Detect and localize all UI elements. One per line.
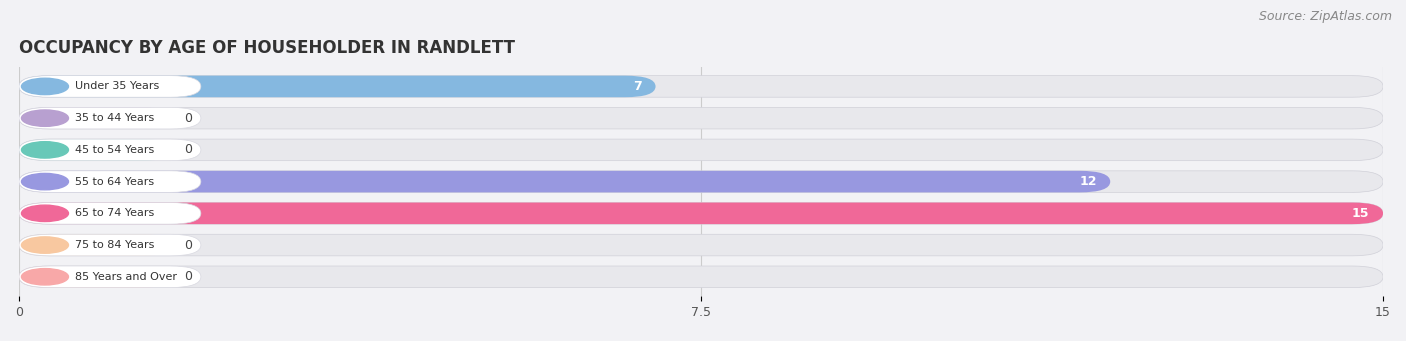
FancyBboxPatch shape bbox=[20, 266, 1384, 287]
Text: 0: 0 bbox=[184, 143, 193, 157]
FancyBboxPatch shape bbox=[20, 139, 173, 161]
FancyBboxPatch shape bbox=[20, 234, 1384, 256]
FancyBboxPatch shape bbox=[20, 171, 1111, 192]
FancyBboxPatch shape bbox=[20, 107, 201, 129]
FancyBboxPatch shape bbox=[20, 203, 201, 224]
FancyBboxPatch shape bbox=[20, 203, 1384, 224]
Text: 65 to 74 Years: 65 to 74 Years bbox=[76, 208, 155, 218]
Text: Under 35 Years: Under 35 Years bbox=[76, 81, 160, 91]
Circle shape bbox=[21, 205, 69, 222]
Circle shape bbox=[21, 78, 69, 94]
Circle shape bbox=[21, 237, 69, 253]
FancyBboxPatch shape bbox=[20, 266, 173, 287]
Text: 55 to 64 Years: 55 to 64 Years bbox=[76, 177, 155, 187]
Text: 85 Years and Over: 85 Years and Over bbox=[76, 272, 177, 282]
FancyBboxPatch shape bbox=[20, 107, 1384, 129]
Text: 0: 0 bbox=[184, 239, 193, 252]
Text: 45 to 54 Years: 45 to 54 Years bbox=[76, 145, 155, 155]
Circle shape bbox=[21, 269, 69, 285]
FancyBboxPatch shape bbox=[20, 203, 1384, 224]
Circle shape bbox=[21, 142, 69, 158]
Text: Source: ZipAtlas.com: Source: ZipAtlas.com bbox=[1258, 10, 1392, 23]
FancyBboxPatch shape bbox=[20, 76, 1384, 97]
Circle shape bbox=[21, 110, 69, 127]
FancyBboxPatch shape bbox=[20, 76, 201, 97]
Text: 7: 7 bbox=[633, 80, 643, 93]
Text: 75 to 84 Years: 75 to 84 Years bbox=[76, 240, 155, 250]
Text: OCCUPANCY BY AGE OF HOUSEHOLDER IN RANDLETT: OCCUPANCY BY AGE OF HOUSEHOLDER IN RANDL… bbox=[20, 39, 515, 57]
FancyBboxPatch shape bbox=[20, 139, 1384, 161]
FancyBboxPatch shape bbox=[20, 107, 173, 129]
FancyBboxPatch shape bbox=[20, 234, 173, 256]
Text: 0: 0 bbox=[184, 112, 193, 125]
Text: 0: 0 bbox=[184, 270, 193, 283]
FancyBboxPatch shape bbox=[20, 171, 1384, 192]
Text: 15: 15 bbox=[1353, 207, 1369, 220]
FancyBboxPatch shape bbox=[20, 234, 201, 256]
FancyBboxPatch shape bbox=[20, 171, 201, 192]
Text: 12: 12 bbox=[1080, 175, 1097, 188]
FancyBboxPatch shape bbox=[20, 139, 201, 161]
FancyBboxPatch shape bbox=[20, 266, 201, 287]
Text: 35 to 44 Years: 35 to 44 Years bbox=[76, 113, 155, 123]
FancyBboxPatch shape bbox=[20, 76, 655, 97]
Circle shape bbox=[21, 174, 69, 190]
